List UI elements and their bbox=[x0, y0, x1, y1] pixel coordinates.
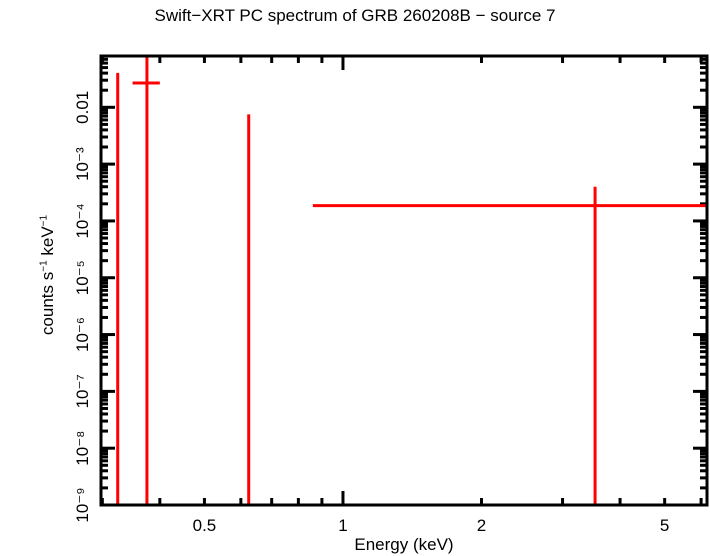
svg-text:10⁻⁷: 10⁻⁷ bbox=[73, 374, 92, 408]
chart-title: Swift−XRT PC spectrum of GRB 260208B − s… bbox=[154, 6, 556, 25]
x-axis-label: Energy (keV) bbox=[354, 535, 454, 554]
svg-text:10⁻³: 10⁻³ bbox=[73, 147, 92, 181]
svg-text:0.01: 0.01 bbox=[73, 91, 92, 124]
svg-text:10⁻⁹: 10⁻⁹ bbox=[73, 487, 92, 522]
svg-text:5: 5 bbox=[660, 516, 669, 535]
axis-ticks bbox=[100, 54, 707, 507]
svg-text:10⁻⁵: 10⁻⁵ bbox=[73, 260, 92, 295]
axis-tick-labels: 0.5 1 2 5 0.01 10⁻³ 10⁻⁴ 10⁻⁵ 10⁻⁶ 10⁻⁷ 10⁻⁸ 10⁻⁹ bbox=[73, 91, 669, 535]
data-points bbox=[116, 56, 707, 505]
svg-text:1: 1 bbox=[338, 516, 347, 535]
svg-text:2: 2 bbox=[477, 516, 486, 535]
data-point bbox=[132, 56, 160, 505]
y-axis-label: counts s−1 keV−1 bbox=[38, 214, 57, 336]
svg-text:10⁻⁴: 10⁻⁴ bbox=[73, 203, 92, 238]
svg-text:10⁻⁶: 10⁻⁶ bbox=[73, 317, 92, 352]
svg-text:0.5: 0.5 bbox=[193, 516, 217, 535]
svg-text:10⁻⁸: 10⁻⁸ bbox=[73, 431, 92, 466]
data-point bbox=[312, 186, 707, 505]
plot-frame bbox=[99, 54, 709, 507]
